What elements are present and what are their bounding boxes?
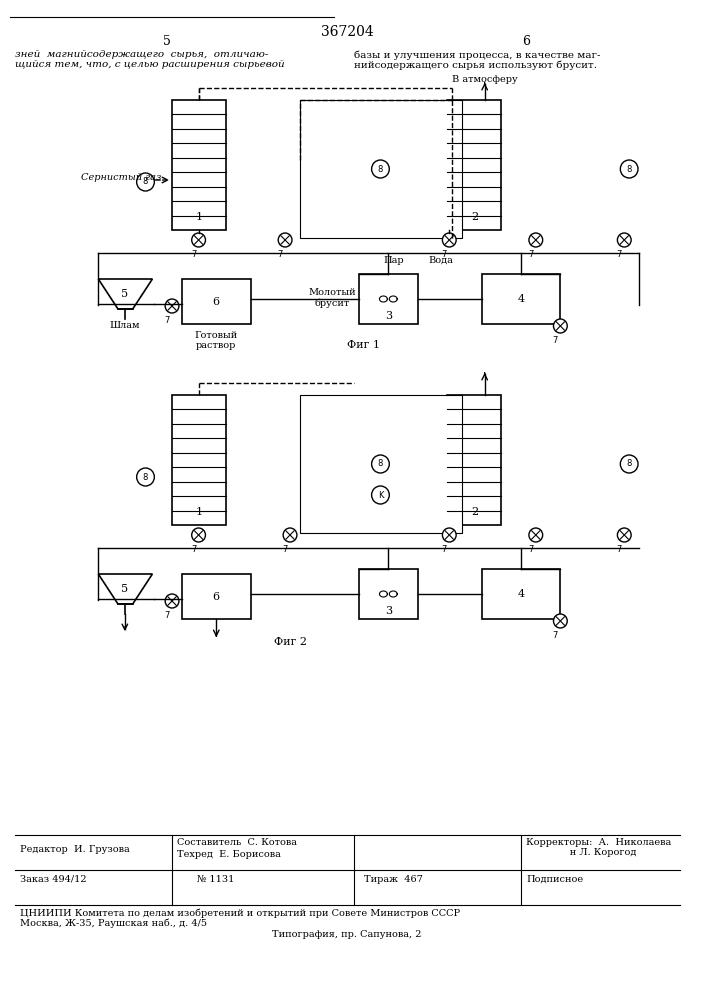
- Text: 7: 7: [191, 545, 197, 554]
- Text: 8: 8: [626, 460, 632, 468]
- Text: Вода: Вода: [428, 256, 453, 265]
- Text: Корректоры:  А.  Николаева
              н Л. Корогод: Корректоры: А. Николаева н Л. Корогод: [526, 838, 671, 857]
- Bar: [448, 100, 501, 230]
- Text: 8: 8: [626, 164, 632, 174]
- Text: 7: 7: [442, 250, 447, 259]
- Circle shape: [165, 299, 179, 313]
- Text: 7: 7: [165, 611, 170, 620]
- Text: 367204: 367204: [321, 25, 373, 39]
- Text: K: K: [378, 490, 383, 499]
- Text: 6: 6: [213, 592, 220, 602]
- Text: 6: 6: [522, 35, 530, 48]
- Bar: [182, 574, 251, 619]
- Text: В атмосферу: В атмосферу: [452, 75, 518, 84]
- Text: 7: 7: [617, 250, 622, 259]
- Bar: [359, 274, 418, 324]
- Text: 3: 3: [385, 311, 392, 321]
- Circle shape: [372, 486, 390, 504]
- Text: 1: 1: [196, 212, 203, 222]
- Text: 5: 5: [122, 584, 129, 594]
- Circle shape: [443, 233, 456, 247]
- Text: Фиг 2: Фиг 2: [274, 637, 307, 647]
- Bar: [172, 100, 226, 230]
- Text: 7: 7: [277, 250, 283, 259]
- Text: № 1131: № 1131: [197, 875, 234, 884]
- Text: 6: 6: [213, 297, 220, 307]
- Text: 8: 8: [143, 473, 148, 482]
- Text: Составитель  С. Котова: Составитель С. Котова: [177, 838, 297, 847]
- Text: Готовый
раствор: Готовый раствор: [194, 331, 238, 350]
- Circle shape: [372, 455, 390, 473]
- Text: Сернистый газ: Сернистый газ: [81, 174, 161, 182]
- Text: 8: 8: [378, 164, 383, 174]
- Circle shape: [192, 233, 206, 247]
- Bar: [448, 395, 501, 525]
- Circle shape: [192, 528, 206, 542]
- Bar: [182, 279, 251, 324]
- Bar: [172, 395, 226, 525]
- Circle shape: [554, 319, 567, 333]
- Text: 7: 7: [528, 250, 534, 259]
- Text: зней  магнийсодержащего  сырья,  отличаю-
щийся тем, что, с целью расширения сыр: зней магнийсодержащего сырья, отличаю- щ…: [15, 50, 284, 69]
- Text: 7: 7: [553, 336, 558, 345]
- Text: 7: 7: [553, 631, 558, 640]
- Text: Заказ 494/12: Заказ 494/12: [20, 875, 86, 884]
- Text: 4: 4: [518, 589, 525, 599]
- Text: Пар: Пар: [383, 256, 404, 265]
- Circle shape: [283, 528, 297, 542]
- Text: 4: 4: [518, 294, 525, 304]
- Text: 7: 7: [282, 545, 288, 554]
- Text: базы и улучшения процесса, в качестве маг-
нийсодержащего сырья используют бруси: базы и улучшения процесса, в качестве ма…: [354, 50, 600, 70]
- Text: Типография, пр. Сапунова, 2: Типография, пр. Сапунова, 2: [272, 930, 422, 939]
- Text: 7: 7: [165, 316, 170, 325]
- Text: 2: 2: [471, 212, 478, 222]
- Circle shape: [372, 160, 390, 178]
- Circle shape: [529, 528, 543, 542]
- Text: 8: 8: [143, 178, 148, 186]
- Text: 7: 7: [191, 250, 197, 259]
- Text: Подписное: Подписное: [526, 875, 583, 884]
- Text: 7: 7: [617, 545, 622, 554]
- Text: 5: 5: [122, 289, 129, 299]
- Bar: [300, 395, 462, 533]
- Text: Фиг 1: Фиг 1: [347, 340, 380, 350]
- Circle shape: [617, 528, 631, 542]
- Circle shape: [620, 455, 638, 473]
- Text: 7: 7: [442, 545, 447, 554]
- Bar: [481, 274, 561, 324]
- Text: Молотый
брусит: Молотый брусит: [308, 288, 356, 308]
- Circle shape: [136, 173, 154, 191]
- Text: Редактор  И. Грузова: Редактор И. Грузова: [20, 845, 129, 854]
- Text: 8: 8: [378, 460, 383, 468]
- Circle shape: [620, 160, 638, 178]
- Text: 7: 7: [528, 545, 534, 554]
- Text: Техред  Е. Борисова: Техред Е. Борисова: [177, 850, 281, 859]
- Text: 2: 2: [471, 507, 478, 517]
- Circle shape: [443, 528, 456, 542]
- Circle shape: [529, 233, 543, 247]
- Circle shape: [165, 594, 179, 608]
- Circle shape: [554, 614, 567, 628]
- Text: Шлам: Шлам: [110, 321, 140, 330]
- Circle shape: [617, 233, 631, 247]
- Bar: [300, 100, 462, 238]
- Bar: [481, 569, 561, 619]
- Circle shape: [136, 468, 154, 486]
- Text: Тираж  467: Тираж 467: [363, 875, 423, 884]
- Bar: [359, 569, 418, 619]
- Text: ЦНИИПИ Комитета по делам изобретений и открытий при Совете Министров СССР
Москва: ЦНИИПИ Комитета по делам изобретений и о…: [20, 908, 460, 928]
- Text: 1: 1: [196, 507, 203, 517]
- Circle shape: [279, 233, 292, 247]
- Text: 3: 3: [385, 606, 392, 616]
- Text: 5: 5: [163, 35, 171, 48]
